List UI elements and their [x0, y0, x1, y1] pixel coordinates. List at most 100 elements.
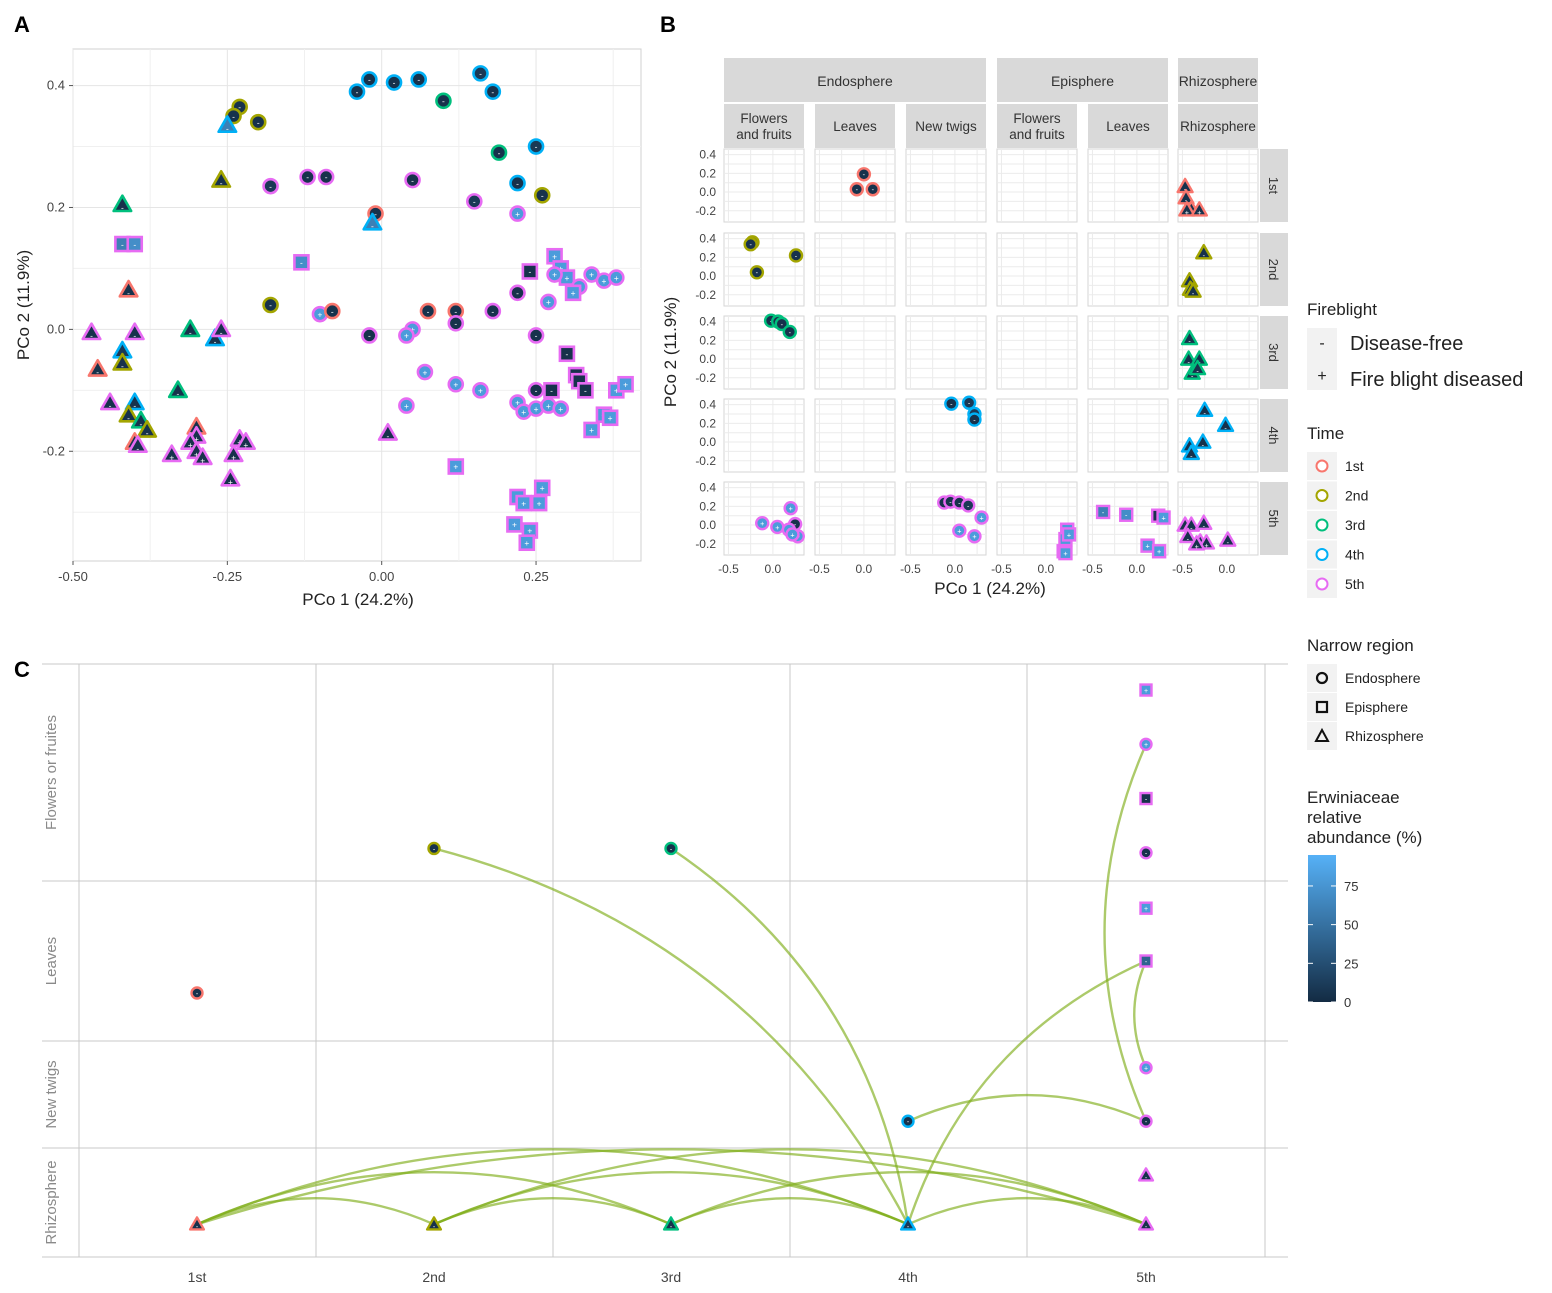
panel-a-point: -: [472, 65, 489, 82]
panel-c-node: -: [901, 1114, 915, 1128]
panel-a-point: -: [419, 302, 437, 320]
panel-b-row-strip-label: 5th: [1266, 509, 1281, 527]
panel-b-y-tick-label: 0.2: [699, 499, 716, 513]
point-symbol: -: [427, 306, 430, 316]
panel-a-point: -: [447, 314, 465, 332]
point-symbol: +: [614, 386, 619, 396]
panel-b-facet: [905, 148, 987, 223]
point-symbol: -: [863, 170, 866, 179]
panel-b-point: -: [1179, 527, 1197, 543]
panel-c-nodes: - - - - - - - - + + - - + - + - - -: [188, 683, 1155, 1231]
abundance-tick-label: 50: [1344, 918, 1358, 933]
panel-b-facet: [814, 315, 896, 390]
point-symbol: -: [535, 142, 538, 152]
panel-c-axis-labels: 1st 2nd 3rd 4th 5th Flowers or fruites Leaves N…: [43, 715, 1156, 1285]
panel-b-column-strip-label: Leaves: [833, 119, 877, 134]
point-symbol: -: [491, 87, 494, 97]
point-symbol: -: [196, 1224, 199, 1231]
point-symbol: -: [109, 401, 112, 411]
panel-label-c: C: [14, 657, 30, 682]
panel-c-x-label: 1st: [188, 1269, 207, 1285]
panel-c-node: -: [190, 986, 204, 1000]
panel-a-point: +: [506, 516, 523, 533]
point-symbol: -: [872, 185, 875, 194]
point-symbol: -: [794, 520, 797, 529]
panel-b-point: +: [1061, 527, 1077, 542]
panel-a-point: +: [447, 458, 465, 475]
point-symbol: +: [972, 532, 976, 541]
panel-b-point: -: [856, 167, 872, 182]
point-symbol: -: [795, 251, 798, 260]
panel-a-point: -: [324, 302, 341, 320]
legend-region-label: Rhizosphere: [1345, 728, 1424, 744]
point-symbol: +: [789, 504, 793, 513]
point-symbol: +: [1204, 541, 1208, 550]
point-symbol: +: [564, 273, 569, 283]
point-symbol: -: [1190, 451, 1193, 460]
panel-a-x-axis-title: PCo 1 (24.2%): [302, 590, 414, 609]
panel-b-points: ------++--------------------------++-+++…: [743, 167, 1237, 561]
panel-b-region-strip-label: Endosphere: [817, 73, 893, 89]
point-symbol: +: [521, 498, 526, 508]
point-symbol: -: [146, 428, 149, 438]
panel-a-y-tick-label: 0.2: [47, 199, 65, 214]
point-symbol: -: [133, 330, 136, 340]
point-symbol: -: [516, 288, 519, 298]
point-symbol: -: [949, 498, 952, 507]
panel-b-facet: [814, 398, 896, 473]
legend-time-key: [1315, 489, 1329, 502]
point-symbol: -: [1198, 357, 1201, 366]
point-symbol: -: [756, 268, 759, 277]
point-symbol: -: [371, 221, 374, 231]
point-symbol: -: [442, 96, 445, 106]
point-symbol: -: [1192, 289, 1195, 298]
legend-time-label: 2nd: [1345, 488, 1368, 504]
panel-b-point: -: [1188, 359, 1207, 376]
panel-b-point: +: [770, 519, 785, 535]
panel-a-point: +: [527, 400, 545, 417]
panel-b-x-tick-label: -0.5: [1172, 562, 1193, 576]
panel-c-node: -: [1137, 1167, 1155, 1182]
panel-b-x-tick-label: -0.5: [1082, 562, 1103, 576]
panel-c-y-label: Rhizosphere: [43, 1160, 60, 1244]
point-symbol: -: [269, 181, 272, 191]
point-symbol: -: [670, 846, 673, 853]
point-symbol: +: [1067, 530, 1071, 539]
panel-b-point: -: [944, 396, 959, 411]
point-symbol: -: [566, 349, 569, 359]
panel-c-node: -: [899, 1216, 917, 1231]
point-symbol: +: [558, 404, 563, 414]
point-symbol: -: [907, 1119, 910, 1126]
panel-b-y-tick-label: 0.0: [699, 518, 716, 532]
point-symbol: -: [1145, 1224, 1148, 1231]
panel-b-facet: [1087, 398, 1169, 473]
panel-a-point: -: [262, 177, 279, 195]
point-symbol: -: [550, 386, 553, 396]
panel-b-row-strip: [1260, 233, 1288, 306]
panel-b-point: -: [1219, 531, 1237, 547]
point-symbol: -: [257, 117, 260, 127]
legend-region-triangle: [1314, 727, 1330, 742]
panel-b-facet: [814, 232, 896, 307]
point-symbol: -: [325, 172, 328, 182]
panel-b-point: +: [952, 523, 967, 538]
panel-b-column-strip: [1178, 104, 1258, 148]
panel-a-point: -: [404, 171, 421, 189]
panel-a-point: -: [348, 83, 366, 100]
panel-b-y-tick-label: 0.0: [699, 352, 716, 366]
panel-a-point: -: [466, 193, 483, 210]
legend-region-label: Endosphere: [1345, 670, 1421, 686]
point-symbol: -: [1203, 251, 1206, 260]
point-symbol: -: [541, 191, 544, 201]
point-symbol: -: [214, 337, 217, 347]
panel-b-column-strip-label: Leaves: [1106, 119, 1150, 134]
legend-region-items: Endosphere Episphere Rhizosphere: [1307, 664, 1424, 750]
point-symbol: +: [623, 379, 628, 389]
panel-a-point: +: [416, 363, 434, 381]
panel-b-point: -: [782, 324, 797, 340]
legend-time-title: Time: [1307, 424, 1344, 443]
panel-c-edges: [196, 743, 1148, 1226]
panel-b-point: -: [1195, 243, 1213, 260]
point-symbol: -: [856, 185, 859, 194]
panel-b-facet: [723, 232, 805, 307]
